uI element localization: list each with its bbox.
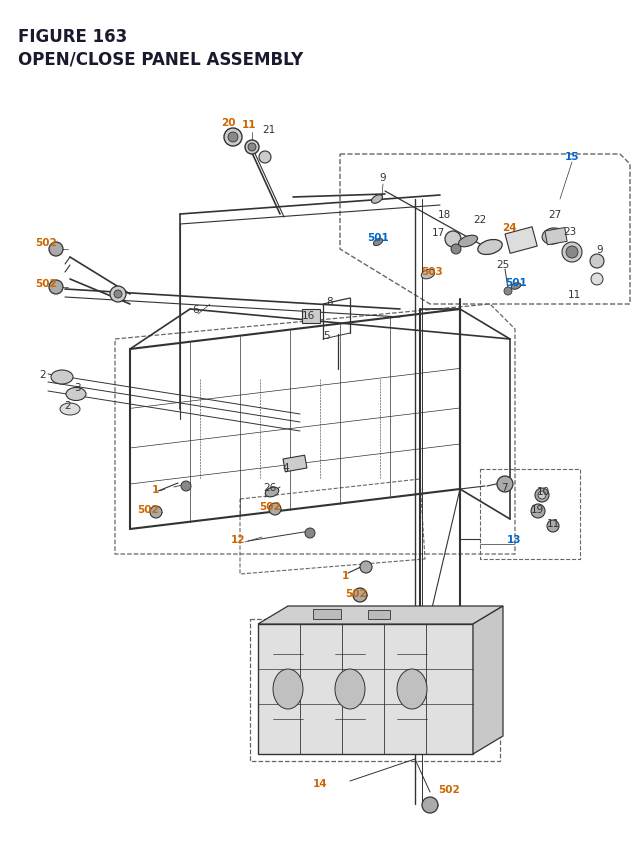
Bar: [368, 610, 390, 619]
Ellipse shape: [335, 669, 365, 709]
Text: 9: 9: [596, 245, 604, 255]
Circle shape: [591, 274, 603, 286]
Ellipse shape: [60, 404, 80, 416]
Text: 4: 4: [283, 462, 289, 473]
Circle shape: [269, 504, 281, 516]
Bar: [283, 455, 307, 472]
Text: 9: 9: [380, 173, 387, 183]
Text: 501: 501: [505, 278, 527, 288]
Ellipse shape: [66, 388, 86, 401]
Circle shape: [305, 529, 315, 538]
Ellipse shape: [421, 269, 435, 280]
Circle shape: [566, 247, 578, 258]
Text: 1: 1: [152, 485, 159, 494]
Circle shape: [150, 506, 162, 518]
Text: 23: 23: [563, 226, 577, 237]
Text: 22: 22: [474, 214, 486, 225]
Polygon shape: [258, 606, 503, 624]
Text: 3: 3: [74, 382, 80, 393]
Text: 19: 19: [531, 505, 543, 514]
Circle shape: [259, 152, 271, 164]
Bar: [545, 228, 567, 245]
Text: 11: 11: [547, 518, 559, 529]
Text: 15: 15: [564, 152, 579, 162]
Text: 11: 11: [242, 120, 256, 130]
Bar: [313, 610, 341, 619]
Bar: [302, 310, 320, 324]
Text: 25: 25: [497, 260, 509, 269]
Text: 27: 27: [548, 210, 562, 220]
Text: 502: 502: [35, 238, 57, 248]
Text: 501: 501: [367, 232, 389, 243]
Circle shape: [451, 245, 461, 255]
Text: 21: 21: [262, 125, 276, 135]
Ellipse shape: [373, 239, 383, 246]
Text: 13: 13: [507, 535, 521, 544]
Polygon shape: [473, 606, 503, 754]
Circle shape: [504, 288, 512, 295]
Circle shape: [353, 588, 367, 603]
Text: 502: 502: [259, 501, 281, 511]
Circle shape: [360, 561, 372, 573]
Bar: [258, 624, 473, 754]
Text: 24: 24: [502, 223, 516, 232]
Circle shape: [422, 797, 438, 813]
Circle shape: [228, 133, 238, 143]
Ellipse shape: [273, 669, 303, 709]
Text: 17: 17: [431, 228, 445, 238]
Text: 503: 503: [421, 267, 443, 276]
Circle shape: [590, 255, 604, 269]
Text: 6: 6: [193, 305, 199, 314]
Text: 12: 12: [231, 535, 245, 544]
Text: FIGURE 163: FIGURE 163: [18, 28, 127, 46]
Text: 20: 20: [221, 118, 236, 127]
Ellipse shape: [511, 283, 521, 290]
Circle shape: [245, 141, 259, 155]
Circle shape: [49, 243, 63, 257]
Ellipse shape: [265, 487, 279, 498]
Circle shape: [445, 232, 461, 248]
Text: 5: 5: [323, 331, 330, 341]
Text: 11: 11: [568, 289, 580, 300]
Text: 26: 26: [264, 482, 276, 492]
Text: 10: 10: [536, 486, 550, 497]
Ellipse shape: [542, 229, 564, 245]
Circle shape: [538, 492, 546, 499]
Text: OPEN/CLOSE PANEL ASSEMBLY: OPEN/CLOSE PANEL ASSEMBLY: [18, 50, 303, 68]
Text: 8: 8: [326, 297, 333, 307]
Text: 502: 502: [35, 279, 57, 288]
Circle shape: [248, 144, 256, 152]
Text: 7: 7: [500, 482, 508, 492]
Ellipse shape: [51, 370, 73, 385]
Text: 18: 18: [437, 210, 451, 220]
Circle shape: [110, 287, 126, 303]
Text: 2: 2: [40, 369, 46, 380]
Bar: [505, 227, 537, 254]
Text: 502: 502: [438, 784, 460, 794]
Text: 2: 2: [65, 400, 71, 411]
Text: 502: 502: [345, 588, 367, 598]
Circle shape: [114, 291, 122, 299]
Ellipse shape: [397, 669, 427, 709]
Circle shape: [49, 281, 63, 294]
Circle shape: [181, 481, 191, 492]
Ellipse shape: [371, 195, 383, 204]
Text: 502: 502: [137, 505, 159, 514]
Circle shape: [497, 476, 513, 492]
Circle shape: [531, 505, 545, 518]
Circle shape: [562, 243, 582, 263]
Circle shape: [535, 488, 549, 503]
Ellipse shape: [458, 236, 477, 247]
Text: 14: 14: [313, 778, 327, 788]
Text: 1: 1: [341, 570, 349, 580]
Ellipse shape: [478, 240, 502, 255]
Circle shape: [224, 129, 242, 147]
Circle shape: [547, 520, 559, 532]
Text: 16: 16: [301, 311, 315, 320]
